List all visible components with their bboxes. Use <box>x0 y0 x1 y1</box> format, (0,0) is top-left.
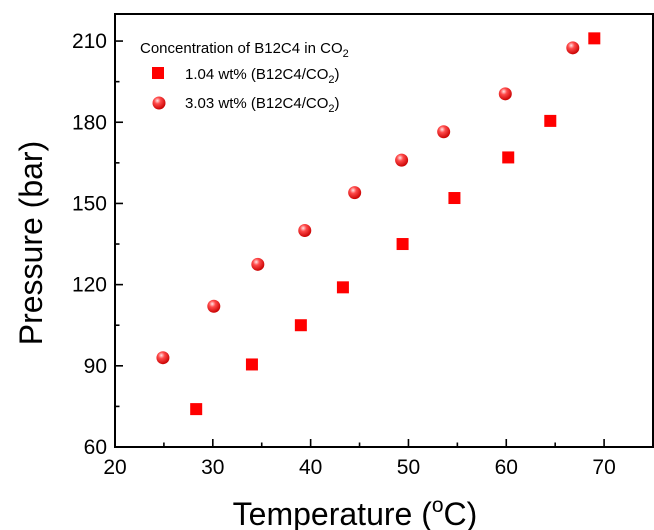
data-point-sphere <box>395 153 409 167</box>
legend-label-series-2: 3.03 wt% (B12C4/CO2) <box>185 95 340 115</box>
x-tick-label: 50 <box>397 456 420 479</box>
y-tick-label: 210 <box>72 30 107 53</box>
y-tick-label: 90 <box>84 355 107 378</box>
data-point-sphere <box>498 87 512 101</box>
data-point-square <box>448 192 461 205</box>
y-tick-label: 120 <box>72 274 107 297</box>
data-point-square <box>190 403 203 416</box>
y-tick-label: 180 <box>72 111 107 134</box>
data-point-sphere <box>156 351 170 365</box>
y-tick-label: 150 <box>72 192 107 215</box>
x-axis-title: Temperature (oC) <box>233 494 478 530</box>
legend-title: Concentration of B12C4 in CO2 <box>140 40 349 60</box>
y-tick-label: 60 <box>84 436 107 459</box>
data-point-square <box>544 114 557 127</box>
legend: Concentration of B12C4 in CO2 1.04 wt% (… <box>140 40 349 115</box>
plot-frame <box>114 13 654 448</box>
data-point-sphere <box>207 299 221 313</box>
data-point-square <box>294 319 307 332</box>
x-tick-label: 60 <box>495 456 518 479</box>
data-point-square <box>396 238 409 251</box>
x-tick-label: 40 <box>299 456 322 479</box>
x-tick-label: 20 <box>103 456 126 479</box>
data-point-square <box>336 281 349 294</box>
data-point-square <box>245 358 258 371</box>
y-axis-title: Pressure (bar) <box>13 141 49 346</box>
data-point-sphere <box>348 186 362 200</box>
x-tick-label: 70 <box>592 456 615 479</box>
data-point-sphere <box>566 41 580 55</box>
legend-marker-square <box>152 67 164 79</box>
x-tick-label: 30 <box>201 456 224 479</box>
legend-marker-sphere <box>152 96 166 110</box>
data-point-square <box>502 151 515 164</box>
data-point-sphere <box>298 224 312 237</box>
axes: 20 30 40 50 60 70 60 90 120 150 180 210 <box>72 13 654 479</box>
data-point-sphere <box>437 125 451 139</box>
data-point-sphere <box>251 257 265 271</box>
legend-label-series-1: 1.04 wt% (B12C4/CO2) <box>185 66 340 86</box>
data-points <box>156 32 601 416</box>
data-point-square <box>588 32 601 45</box>
